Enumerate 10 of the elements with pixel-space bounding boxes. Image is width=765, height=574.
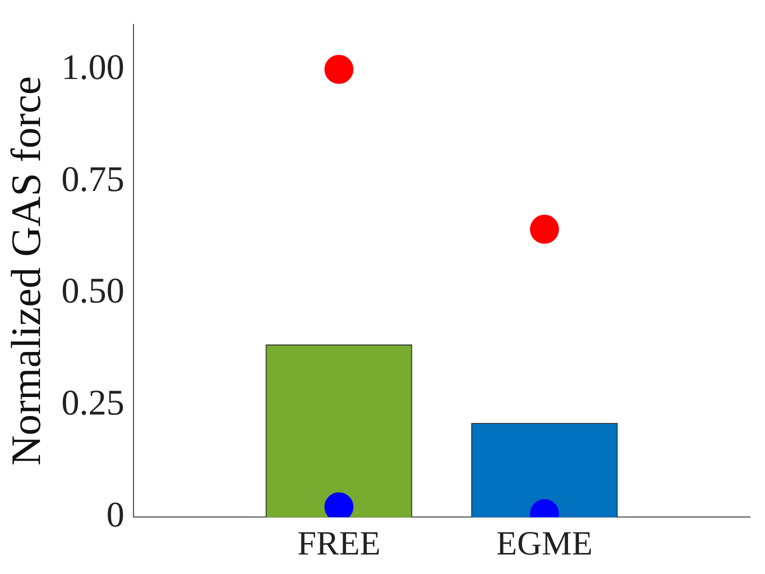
y-tick-label: 0.25 [61,382,124,423]
y-tick-label: 1.00 [61,46,124,87]
point [324,54,354,84]
x-tick-label: FREE [297,526,380,563]
point [530,214,559,244]
x-tick-label: EGME [496,526,593,563]
y-tick-label: 0.50 [61,270,124,311]
y-tick-label: 0 [106,494,124,535]
y-tick-label: 0.75 [61,158,124,199]
y-axis-title: Normalized GAS force [4,76,50,466]
